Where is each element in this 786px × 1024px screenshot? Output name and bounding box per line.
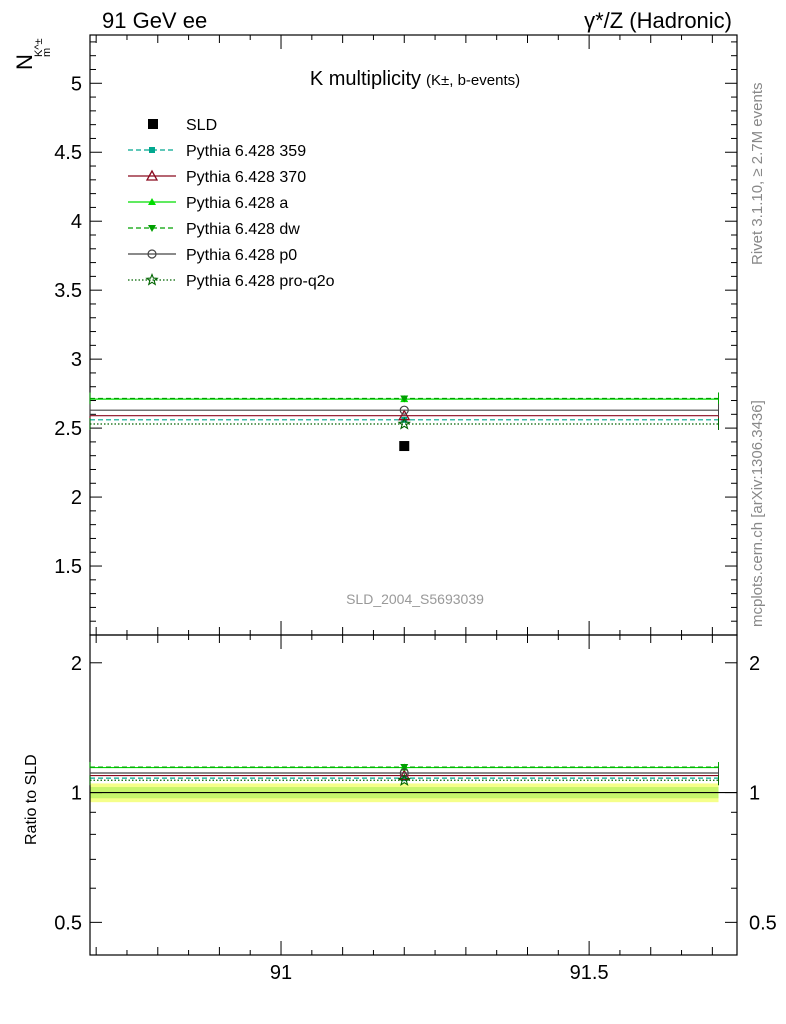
ratio-series-line <box>89 762 720 773</box>
marker-triangle-down <box>400 395 409 403</box>
y-label-main: N <box>12 54 37 70</box>
watermark: SLD_2004_S5693039 <box>346 591 484 607</box>
svg-text:K^±: K^± <box>33 38 45 57</box>
main-panel: 1.5 2 2.5 3 3.5 4 4.5 5 K multiplicity (K±, b-ev… <box>12 34 738 636</box>
y-tick-label: 2.5 <box>54 418 82 440</box>
marker-square <box>399 441 410 452</box>
series-line <box>89 416 720 430</box>
ratio-panel-frame <box>89 634 738 956</box>
legend-label: SLD <box>186 117 217 134</box>
x-tick-label: 91 <box>270 962 292 984</box>
marker-circle-open <box>399 768 409 778</box>
legend-entry: Pythia 6.428 dw <box>128 221 300 238</box>
ratio-y-tick-label-right: 0.5 <box>749 912 777 934</box>
header-right: γ*/Z (Hadronic) <box>584 8 732 33</box>
marker-triangle-open <box>398 769 411 781</box>
y-tick-label: 2 <box>71 487 82 509</box>
legend-label: Pythia 6.428 370 <box>186 169 306 186</box>
mcplots-label: mcplots.cern.ch [arXiv:1306.3436] <box>749 400 766 627</box>
ratio-panel-ticks <box>90 635 737 955</box>
marker-triangle-filled <box>148 198 156 205</box>
marker-triangle-down <box>148 225 156 232</box>
y-tick-label: 5 <box>71 73 82 95</box>
y-tick-label: 1.5 <box>54 556 82 578</box>
x-tick-label: 91.5 <box>570 962 609 984</box>
marker-square-small <box>149 147 155 153</box>
legend-label: Pythia 6.428 p0 <box>186 247 297 264</box>
y-tick-label: 3.5 <box>54 280 82 302</box>
main-y-tick-labels: 1.5 2 2.5 3 3.5 4 4.5 5 <box>54 73 82 578</box>
y-label-sub2: m <box>41 48 53 57</box>
legend-entry: Pythia 6.428 370 <box>128 169 306 186</box>
legend-label: Pythia 6.428 dw <box>186 221 300 238</box>
sld-data <box>399 441 410 452</box>
main-title-suffix: (K±, b-events) <box>426 72 520 89</box>
series-line <box>89 392 720 405</box>
ratio-y-tick-label-left: 2 <box>71 653 82 675</box>
main-title-text: K multiplicity <box>310 68 421 90</box>
ratio-panel: 0.5 0.5 1 1 2 2 91 91.5 Ratio to SLD <box>23 634 777 984</box>
ratio-series-line <box>89 773 720 786</box>
main-panel-ticks <box>90 35 737 636</box>
ratio-y-tick-label-right: 2 <box>749 653 760 675</box>
main-title: K multiplicity (K±, b-events) <box>310 68 520 90</box>
header-left: 91 GeV ee <box>102 8 207 33</box>
ratio-uncertainty-band <box>90 783 737 803</box>
ratio-series <box>89 762 720 786</box>
legend-label: Pythia 6.428 a <box>186 195 288 212</box>
y-label-sub: K^± <box>33 38 45 57</box>
marker-square-small <box>401 775 408 782</box>
legend-entry: Pythia 6.428 359 <box>128 143 306 160</box>
ratio-y-tick-labels: 0.5 0.5 1 1 2 2 <box>54 653 777 935</box>
svg-text:N: N <box>12 54 37 70</box>
marker-triangle-open <box>145 169 159 181</box>
main-y-axis-label: N K^± m <box>12 38 53 70</box>
legend-label: Pythia 6.428 359 <box>186 143 306 160</box>
legend-entry: Pythia 6.428 p0 <box>128 247 297 264</box>
ratio-y-axis-label: Ratio to SLD <box>23 754 40 845</box>
x-tick-labels: 91 91.5 <box>270 962 609 984</box>
series-line <box>89 404 720 417</box>
svg-text:m: m <box>41 48 53 57</box>
marker-star-open <box>397 416 412 430</box>
legend-label: Pythia 6.428 pro-q2o <box>186 273 335 290</box>
marker-triangle-down <box>400 764 409 772</box>
ratio-y-tick-label-left: 0.5 <box>54 912 82 934</box>
legend: SLD Pythia 6.428 359 Pythia 6.428 370 Pythi… <box>128 117 335 290</box>
marker-square <box>148 119 158 129</box>
marker-star-open <box>397 773 412 786</box>
y-tick-label: 3 <box>71 349 82 371</box>
main-series <box>89 392 720 430</box>
ratio-y-tick-label-left: 1 <box>71 783 82 805</box>
y-tick-label: 4 <box>71 211 82 233</box>
marker-circle-open <box>147 249 157 259</box>
legend-entry: Pythia 6.428 a <box>128 195 288 212</box>
y-tick-label: 4.5 <box>54 142 82 164</box>
legend-entry: SLD <box>148 117 217 134</box>
rivet-label: Rivet 3.1.10, ≥ 2.7M events <box>749 83 766 266</box>
marker-circle-open <box>399 405 409 415</box>
legend-entry: Pythia 6.428 pro-q2o <box>128 272 335 290</box>
marker-star-open <box>145 272 159 286</box>
ratio-y-tick-label-right: 1 <box>749 783 760 805</box>
ratio-series-line <box>89 768 720 779</box>
